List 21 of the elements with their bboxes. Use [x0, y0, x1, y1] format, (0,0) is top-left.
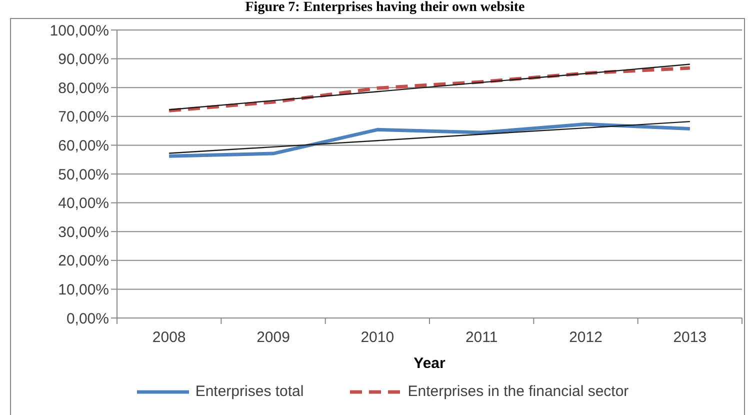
y-tick-label: 30,00% [58, 224, 109, 241]
y-tick-label: 100,00% [50, 22, 109, 40]
y-tick-label: 0,00% [66, 310, 109, 328]
x-tick-label: 2010 [360, 329, 394, 346]
x-axis-title: Year [414, 355, 446, 372]
y-tick-label: 50,00% [58, 166, 109, 184]
y-tick-label: 20,00% [58, 252, 109, 270]
chart-title: Figure 7: Enterprises having their own website [244, 0, 526, 16]
legend-label: Enterprises total [195, 383, 304, 400]
y-tick-label: 10,00% [58, 282, 109, 299]
y-tick-label: 60,00% [58, 138, 109, 155]
x-tick-label: 2013 [673, 329, 707, 346]
x-tick-label: 2011 [465, 329, 498, 346]
y-tick-label: 80,00% [58, 80, 109, 97]
x-tick-label: 2008 [152, 329, 186, 346]
x-tick-label: 2009 [256, 329, 290, 346]
legend-label: Enterprises in the financial sector [408, 383, 629, 400]
y-tick-label: 70,00% [58, 108, 109, 126]
x-tick-label: 2012 [569, 329, 602, 346]
y-tick-label: 40,00% [58, 195, 109, 212]
y-tick-label: 90,00% [58, 51, 109, 68]
